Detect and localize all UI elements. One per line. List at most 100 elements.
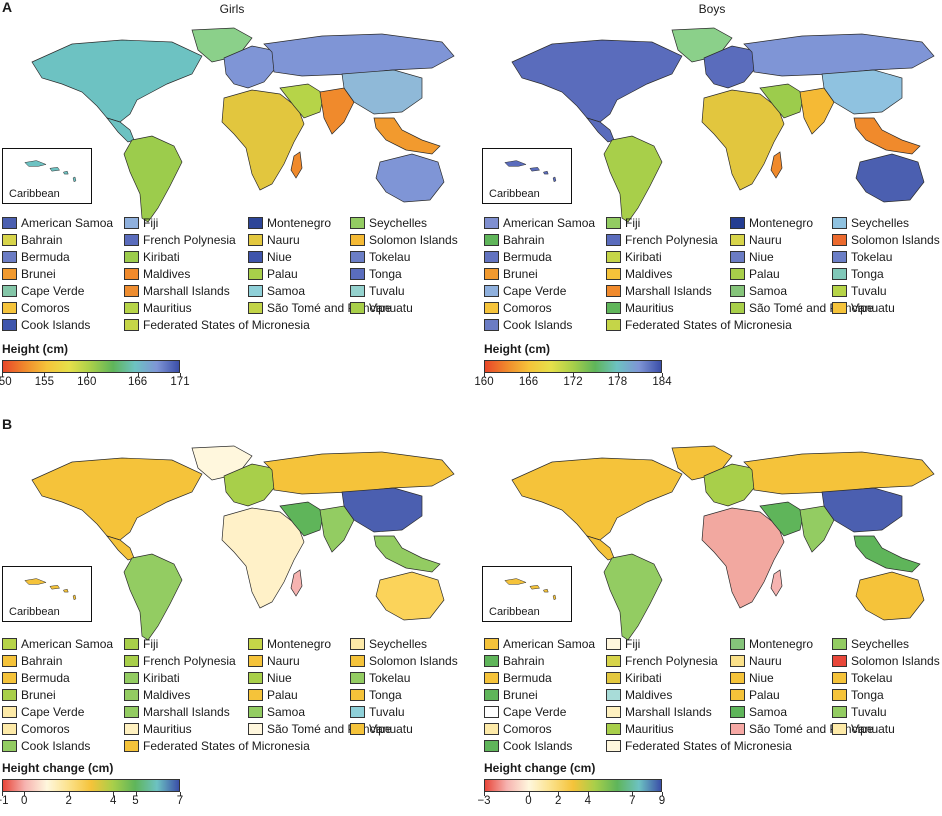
legend-swatch xyxy=(350,285,365,297)
scale-gradient xyxy=(2,779,180,792)
legend-swatch xyxy=(350,217,365,229)
legend-label: Montenegro xyxy=(267,637,332,651)
legend-item: Cape Verde xyxy=(484,705,566,719)
legend-label: Palau xyxy=(267,688,298,702)
region-south-america xyxy=(123,135,183,223)
legend-label: Vanuatu xyxy=(851,722,895,736)
legend-swatch xyxy=(606,234,621,246)
legend-item: Niue xyxy=(730,671,774,685)
legend-item: Federated States of Micronesia xyxy=(124,739,310,753)
legend-swatch xyxy=(606,689,621,701)
legend-item: Fiji xyxy=(124,637,158,651)
legend-label: Montenegro xyxy=(749,637,814,651)
legend-swatch xyxy=(832,268,847,280)
legend-label: Brunei xyxy=(21,688,56,702)
caribbean-islands xyxy=(504,578,557,601)
caribbean-inset: Caribbean xyxy=(482,566,572,622)
legend-swatch xyxy=(2,302,17,314)
world-map-svg xyxy=(31,27,455,223)
legend-item: Palau xyxy=(730,688,780,702)
legend-item: Solomon Islands xyxy=(350,233,458,247)
scale-gradient xyxy=(484,360,662,373)
region-north-america xyxy=(31,457,203,541)
region-europe xyxy=(703,463,755,507)
region-madagascar xyxy=(770,569,783,597)
legend-swatch xyxy=(484,234,499,246)
scale-tick-label: 166 xyxy=(518,376,539,388)
legend-swatch xyxy=(248,706,263,718)
legend-swatch xyxy=(484,689,499,701)
legend-swatch xyxy=(350,234,365,246)
legend-swatch xyxy=(606,723,621,735)
region-madagascar xyxy=(290,151,303,179)
legend-label: Bahrain xyxy=(503,654,545,668)
scale-tick xyxy=(2,373,3,377)
legend-swatch xyxy=(606,268,621,280)
legend-swatch xyxy=(484,638,499,650)
legend-label: Tonga xyxy=(851,688,884,702)
legend-swatch xyxy=(832,285,847,297)
legend-swatch xyxy=(484,655,499,667)
scale-tick xyxy=(632,792,634,796)
scale-tick-label: 160 xyxy=(474,376,494,388)
legend-item: Kiribati xyxy=(606,671,662,685)
boys-title: Boys xyxy=(698,2,726,16)
legend-label: Tonga xyxy=(851,267,884,281)
legend-item: Seychelles xyxy=(350,216,427,230)
legend-item: Bermuda xyxy=(2,250,70,264)
legend-swatch xyxy=(2,285,17,297)
legend-item: Montenegro xyxy=(248,637,331,651)
region-north-america xyxy=(511,457,683,541)
region-southeast-asia xyxy=(373,535,441,573)
legend-item: Cook Islands xyxy=(484,318,572,332)
legend-label: Seychelles xyxy=(369,637,428,651)
legend-swatch xyxy=(248,251,263,263)
legend-item: Samoa xyxy=(730,284,787,298)
scale-b-girls: Height change (cm) −1 0 2 4 5 7 xyxy=(0,761,202,811)
legend-swatch xyxy=(350,706,365,718)
legend-swatch xyxy=(124,689,139,701)
legend-item: Tokelau xyxy=(832,671,892,685)
legend-label: Fiji xyxy=(143,216,159,230)
legend-label: Mauritius xyxy=(143,301,192,315)
legend-item: Tuvalu xyxy=(832,284,887,298)
legend-item: American Samoa xyxy=(484,216,595,230)
world-map-svg xyxy=(511,445,935,641)
map-a-boys: Caribbean xyxy=(482,22,942,232)
legend-label: Kiribati xyxy=(143,250,180,264)
legend-swatch xyxy=(350,723,365,735)
legend-label: Niue xyxy=(749,671,774,685)
legend-label: Federated States of Micronesia xyxy=(625,739,792,753)
region-africa xyxy=(701,507,785,609)
legend-swatch xyxy=(2,689,17,701)
legend-item: Montenegro xyxy=(730,216,813,230)
legend-swatch xyxy=(730,723,745,735)
legend-item: Bermuda xyxy=(484,671,552,685)
legend-label: Tonga xyxy=(369,267,402,281)
legend-swatch xyxy=(124,638,139,650)
legend-swatch xyxy=(124,285,139,297)
legend-swatch xyxy=(730,285,745,297)
girls-title: Girls xyxy=(219,2,245,16)
legend-item: Cape Verde xyxy=(2,705,84,719)
scale-tick xyxy=(528,373,530,377)
legend-swatch xyxy=(832,672,847,684)
panel-a-letter: A xyxy=(2,0,13,15)
legend-item: American Samoa xyxy=(2,216,113,230)
region-middle-east xyxy=(279,501,325,537)
legend-label: Vanuatu xyxy=(369,722,413,736)
legend-label: Niue xyxy=(267,671,292,685)
map-a-girls: Caribbean xyxy=(2,22,462,232)
legend-label: Comoros xyxy=(21,722,70,736)
region-east-asia xyxy=(341,487,423,533)
scale-tick xyxy=(24,792,26,796)
legend-item: French Polynesia xyxy=(124,654,236,668)
legend-item: Mauritius xyxy=(124,722,192,736)
legend-swatch xyxy=(124,302,139,314)
legend-label: Cook Islands xyxy=(503,318,573,332)
region-southeast-asia xyxy=(853,117,921,155)
legend-item: Kiribati xyxy=(606,250,662,264)
legend-swatch xyxy=(124,672,139,684)
legend-label: Solomon Islands xyxy=(851,233,940,247)
legend-item: Solomon Islands xyxy=(832,233,940,247)
